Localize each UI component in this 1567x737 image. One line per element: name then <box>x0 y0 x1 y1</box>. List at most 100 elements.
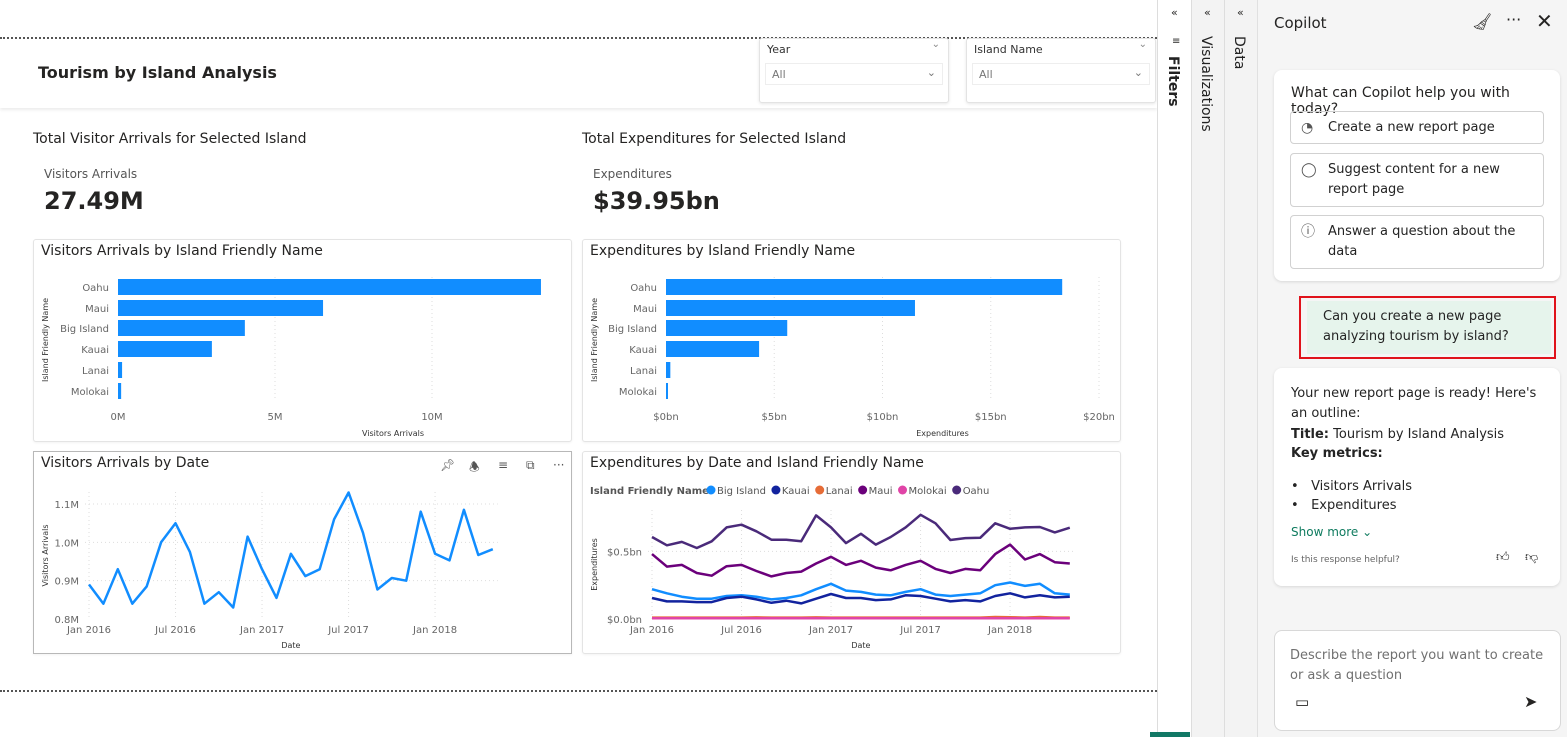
visualizations-label[interactable]: Visualizations <box>1198 36 1214 132</box>
visualizations-pane-collapsed[interactable]: « Visualizations <box>1191 0 1224 737</box>
chevron-down-icon[interactable]: ⌄ <box>931 39 940 50</box>
x-axis-title: Date <box>851 641 870 650</box>
chevron-down-icon[interactable]: ⌄ <box>1138 39 1147 50</box>
x-tick-label: Jul 2017 <box>327 625 369 636</box>
expand-chevron-icon[interactable]: « <box>1204 6 1211 19</box>
x-tick-label: Jul 2016 <box>154 625 196 636</box>
bar <box>666 362 671 378</box>
page-title: Tourism by Island Analysis <box>38 63 277 82</box>
highlight-box: Can you create a new page analyzing tour… <box>1299 296 1556 359</box>
page-border-top <box>0 37 1157 39</box>
metric-item: • Expenditures <box>1291 498 1397 513</box>
year-slicer[interactable]: Year ⌄ All ⌄ <box>759 38 949 103</box>
x-tick-label: Jan 2018 <box>412 625 457 636</box>
close-icon[interactable]: ✕ <box>1536 9 1553 33</box>
copilot-input[interactable]: Describe the report you want to create o… <box>1274 630 1561 731</box>
chevron-down-icon: ⌄ <box>1133 66 1143 79</box>
response-intro: Your new report page is ready! Here's an… <box>1291 386 1537 421</box>
send-icon[interactable]: ➤︎ <box>1524 692 1538 711</box>
thumbs-up-icon[interactable]: 👍︎ <box>1496 550 1510 565</box>
x-tick-label: Jan 2016 <box>629 625 674 636</box>
expand-chevron-icon[interactable]: « <box>1171 6 1178 19</box>
expenditures-line-chart[interactable]: Jan 2016 Jul 2016 Jan 2017 Jul 2017 Jan 2018… <box>582 451 1121 654</box>
suggestion-suggest-content[interactable]: ◯ Suggest content for a new report page <box>1290 153 1544 207</box>
bell-icon[interactable]: 🕭︎ <box>469 460 480 474</box>
visitors-line-chart[interactable]: Jan 2016 Jul 2016 Jan 2017 Jul 2017 Jan 2018… <box>33 451 572 654</box>
y-category-label: Oahu <box>82 283 109 294</box>
copilot-title: Copilot <box>1274 14 1327 32</box>
legend-marker <box>706 485 716 495</box>
focus-mode-icon[interactable]: ⧉ <box>526 458 535 472</box>
data-label[interactable]: Data <box>1231 36 1247 70</box>
x-axis-title: Visitors Arrivals <box>362 429 424 438</box>
legend-item: Big Island <box>717 486 766 497</box>
y-category-label: Molokai <box>619 387 657 398</box>
pie-chart-icon: ◔ <box>1301 120 1314 136</box>
thumbs-down-icon[interactable]: 👎︎ <box>1525 550 1539 565</box>
more-options-icon[interactable]: ··· <box>1506 10 1522 29</box>
y-tick-label: 0.9M <box>54 577 79 588</box>
metric-text: Expenditures <box>1311 498 1397 513</box>
y-tick-label: $0.5bn <box>607 547 642 558</box>
show-more-link[interactable]: Show more ⌄ <box>1291 522 1372 542</box>
series-line-maui <box>651 543 1070 578</box>
x-tick-label: 5M <box>268 412 283 423</box>
filters-pane-collapsed[interactable]: « ≡ Filters <box>1157 0 1191 737</box>
bar <box>666 383 668 399</box>
x-tick-label: Jan 2016 <box>66 625 111 636</box>
legend-item: Maui <box>869 486 893 497</box>
lightbulb-icon: ◯ <box>1301 162 1317 178</box>
chevron-down-icon: ⌄ <box>926 66 936 79</box>
copilot-prompt: What can Copilot help you with today? <box>1291 85 1510 117</box>
expenditures-bar-chart[interactable]: $0bn $5bn $10bn $15bn $20bn Oahu Maui Big Islan… <box>582 239 1121 442</box>
chevron-down-icon: ⌄ <box>1362 525 1373 539</box>
chart-title: Visitors Arrivals by Date <box>41 455 210 471</box>
filters-label[interactable]: Filters <box>1165 56 1181 107</box>
y-axis-title: Island Friendly Name <box>41 298 50 382</box>
question-icon: ⓘ <box>1301 224 1315 240</box>
y-tick-label: 1.1M <box>54 500 79 511</box>
prompt-guide-book-icon[interactable]: ▭ <box>1295 693 1310 711</box>
series-line-oahu <box>651 513 1071 550</box>
slicer-label: Island Name <box>974 43 1043 56</box>
y-axis-title: Island Friendly Name <box>590 298 599 382</box>
data-pane-collapsed[interactable]: « Data <box>1224 0 1257 737</box>
legend-marker <box>952 485 962 495</box>
section-title: Total Expenditures for Selected Island <box>582 131 847 147</box>
year-dropdown[interactable]: All ⌄ <box>765 63 943 85</box>
chart-title: Visitors Arrivals by Island Friendly Nam… <box>41 243 323 259</box>
y-category-label: Maui <box>85 304 109 315</box>
series-line-visitors <box>88 491 494 609</box>
chart-svg: $0bn $5bn $10bn $15bn $20bn Oahu Maui Big Islan… <box>590 277 1115 438</box>
kpi-label: Expenditures <box>593 167 672 181</box>
x-tick-label: $5bn <box>762 412 787 423</box>
pin-icon[interactable]: 📌︎ <box>440 458 456 472</box>
filter-icon[interactable]: ≡ <box>498 458 509 472</box>
suggestion-create-page[interactable]: ◔ Create a new report page <box>1290 111 1544 144</box>
island-dropdown[interactable]: All ⌄ <box>972 63 1150 85</box>
more-options-icon[interactable]: ··· <box>553 458 565 472</box>
y-category-label: Oahu <box>630 283 657 294</box>
clear-chat-broom-icon[interactable]: 🧹︎ <box>1472 12 1493 31</box>
suggestion-answer-question[interactable]: ⓘ Answer a question about the data <box>1290 215 1544 269</box>
metric-text: Visitors Arrivals <box>1311 479 1412 494</box>
x-tick-label: $0bn <box>653 412 678 423</box>
y-category-label: Big Island <box>608 324 657 335</box>
y-axis-title: Expenditures <box>590 538 599 591</box>
legend-marker <box>898 485 908 495</box>
y-category-label: Molokai <box>71 387 109 398</box>
show-more-text: Show more <box>1291 525 1359 539</box>
x-tick-label: Jul 2016 <box>720 625 762 636</box>
copilot-response-card: Your new report page is ready! Here's an… <box>1274 368 1560 586</box>
y-tick-label: 1.0M <box>54 538 79 549</box>
visitors-bar-chart[interactable]: 0M 5M 10M Oahu Maui Big Island Kauai Lanai Molok… <box>33 239 572 442</box>
active-tab-indicator <box>1150 732 1190 737</box>
expand-chevron-icon[interactable]: « <box>1237 6 1244 19</box>
copilot-welcome-card: What can Copilot help you with today? ◔ C… <box>1274 70 1560 281</box>
legend-marker <box>815 485 825 495</box>
slicer-label: Year <box>767 43 791 56</box>
island-name-slicer[interactable]: Island Name ⌄ All ⌄ <box>966 38 1156 103</box>
y-category-label: Lanai <box>630 366 657 377</box>
title-value: Tourism by Island Analysis <box>1333 427 1505 442</box>
y-axis-title: Visitors Arrivals <box>41 524 50 586</box>
